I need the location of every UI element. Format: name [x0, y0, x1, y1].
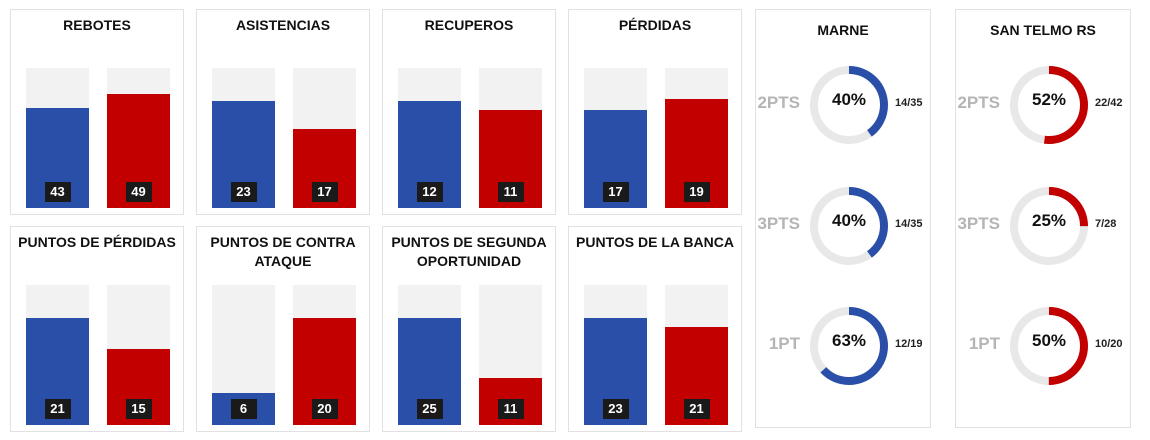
made-attempted-label: 10/20: [1095, 338, 1123, 350]
bar-marne: 21: [26, 285, 89, 425]
bar-value-label: 11: [497, 399, 524, 419]
shot-type-label: 3PTS: [957, 214, 1000, 233]
stat-title: PÉRDIDAS: [618, 17, 692, 33]
shooting-row-2pts: 2PTS 40% 14/35: [756, 65, 930, 145]
bar-marne: 6: [212, 285, 275, 425]
bar-value-label: 25: [416, 399, 443, 419]
bar-value-label: 20: [311, 399, 338, 419]
stat-title: PUNTOS DE SEGUNDA OPORTUNIDAD: [391, 234, 547, 269]
bar-value-label: 6: [230, 399, 257, 419]
shot-type-label: 2PTS: [757, 93, 800, 112]
made-attempted-label: 14/35: [895, 218, 923, 230]
bar-san-telmo-rs: 17: [293, 68, 356, 208]
percentage-label: 25%: [1031, 211, 1067, 230]
percentage-label: 52%: [1031, 90, 1067, 109]
shooting-card-marne: MARNE 2PTS 40% 14/35 3PTS 40% 14/35 1PT 63% 12/19: [755, 9, 931, 428]
bar-value-label: 43: [44, 182, 71, 202]
bar-value-label: 49: [125, 182, 152, 202]
percentage-label: 40%: [831, 211, 867, 230]
donut-arc: [1010, 307, 1088, 385]
donut-ring: [810, 187, 888, 265]
stat-title: RECUPEROS: [424, 17, 514, 33]
stat-card-rebotes: REBOTES 43 49: [10, 9, 184, 215]
stat-title: REBOTES: [63, 17, 131, 33]
bar-san-telmo-rs: 15: [107, 285, 170, 425]
bar-san-telmo-rs: 11: [479, 68, 542, 208]
bar-marne: 25: [398, 285, 461, 425]
stat-card-puntos-de-la-banca: PUNTOS DE LA BANCA 23 21: [568, 226, 742, 432]
made-attempted-label: 7/28: [1095, 218, 1117, 230]
stat-card-recuperos: RECUPEROS 12 11: [382, 9, 556, 215]
bar-value-label: 17: [602, 182, 629, 202]
bar-value-label: 23: [230, 182, 257, 202]
donut-arc: [810, 66, 888, 144]
shooting-card-san-telmo-rs: SAN TELMO RS 2PTS 52% 22/42 3PTS 25% 7/28 1PT 50…: [955, 9, 1131, 428]
donut-ring: [1010, 307, 1088, 385]
stat-card-puntos-de-perdidas: PUNTOS DE PÉRDIDAS 21 15: [10, 226, 184, 432]
donut-arc: [810, 307, 888, 385]
percentage-label: 40%: [831, 90, 867, 109]
made-attempted-label: 22/42: [1095, 97, 1123, 109]
bar-value-label: 12: [416, 182, 443, 202]
stat-card-perdidas: PÉRDIDAS 17 19: [568, 9, 742, 215]
stat-title: PUNTOS DE LA BANCA: [576, 234, 734, 250]
stat-title: PUNTOS DE PÉRDIDAS: [18, 234, 176, 250]
bar-marne: 12: [398, 68, 461, 208]
team-name: SAN TELMO RS: [990, 22, 1096, 38]
donut-ring: [1010, 187, 1088, 265]
shot-type-label: 2PTS: [957, 93, 1000, 112]
bar-value-label: 21: [683, 399, 710, 419]
bar-san-telmo-rs: 11: [479, 285, 542, 425]
stat-title: PUNTOS DE CONTRA ATAQUE: [210, 234, 356, 269]
shooting-row-3pts: 3PTS 25% 7/28: [956, 186, 1130, 266]
bar-value-label: 23: [602, 399, 629, 419]
percentage-label: 50%: [1031, 331, 1067, 350]
stat-title: ASISTENCIAS: [235, 17, 331, 33]
bar-value-label: 15: [125, 399, 152, 419]
stat-card-puntos-de-contra-ataque: PUNTOS DE CONTRA ATAQUE 6 20: [196, 226, 370, 432]
made-attempted-label: 12/19: [895, 338, 923, 350]
bar-value-label: 11: [497, 182, 524, 202]
bar-san-telmo-rs: 20: [293, 285, 356, 425]
bar-san-telmo-rs: 19: [665, 68, 728, 208]
bar-marne: 43: [26, 68, 89, 208]
made-attempted-label: 14/35: [895, 97, 923, 109]
donut-arc: [1010, 66, 1088, 144]
donut-ring: [1010, 66, 1088, 144]
stat-card-puntos-de-segunda-oportunidad: PUNTOS DE SEGUNDA OPORTUNIDAD 25 11: [382, 226, 556, 432]
bar-value-label: 21: [44, 399, 71, 419]
bar-marne: 23: [212, 68, 275, 208]
team-name: MARNE: [817, 22, 869, 38]
percentage-label: 63%: [831, 331, 867, 350]
bar-value-label: 19: [683, 182, 710, 202]
donut-arc: [1010, 187, 1088, 265]
shot-type-label: 1PT: [768, 334, 800, 353]
bar-marne: 17: [584, 68, 647, 208]
shot-type-label: 3PTS: [757, 214, 800, 233]
shooting-row-1pt: 1PT 50% 10/20: [956, 306, 1130, 386]
bar-marne: 23: [584, 285, 647, 425]
shooting-row-2pts: 2PTS 52% 22/42: [956, 65, 1130, 145]
donut-arc: [810, 187, 888, 265]
bar-san-telmo-rs: 49: [107, 68, 170, 208]
shot-type-label: 1PT: [968, 334, 1000, 353]
bar-value-label: 17: [311, 182, 338, 202]
donut-ring: [810, 66, 888, 144]
stat-card-asistencias: ASISTENCIAS 23 17: [196, 9, 370, 215]
donut-ring: [810, 307, 888, 385]
bar-san-telmo-rs: 21: [665, 285, 728, 425]
shooting-row-1pt: 1PT 63% 12/19: [756, 306, 930, 386]
shooting-row-3pts: 3PTS 40% 14/35: [756, 186, 930, 266]
